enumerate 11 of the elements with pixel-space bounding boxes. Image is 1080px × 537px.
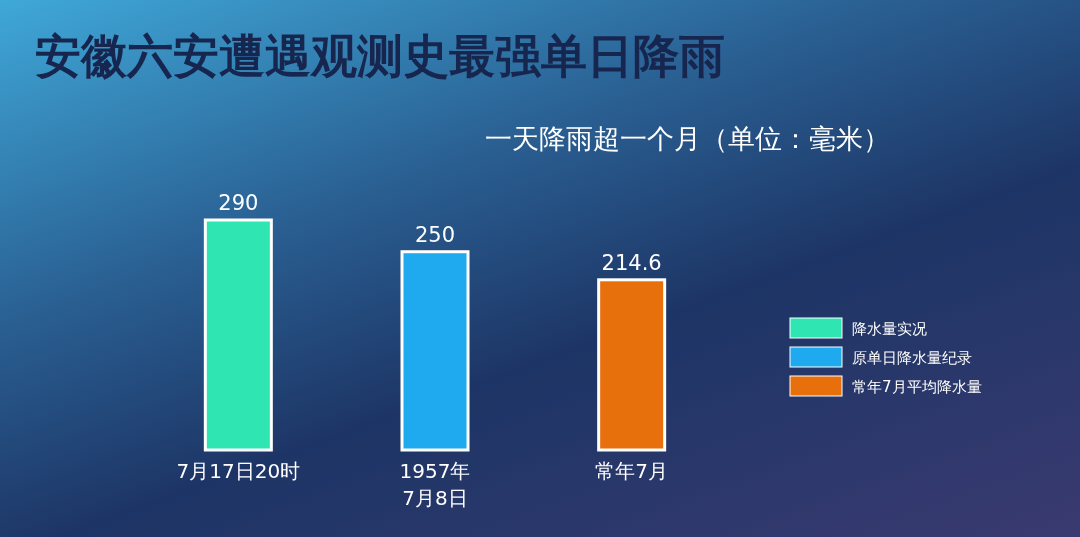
legend-label: 原单日降水量纪录 <box>852 349 972 367</box>
chart-title: 安徽六安遭遇观测史最强单日降雨 <box>35 29 725 83</box>
x-tick-label: 1957年 7月8日 <box>399 459 471 510</box>
data-label: 214.6 <box>601 250 662 275</box>
x-tick-label: 常年7月 <box>595 459 669 483</box>
legend-label: 常年7月平均降水量 <box>852 378 982 396</box>
legend-label: 降水量实况 <box>852 320 927 338</box>
chart-subtitle: 一天降雨超一个月（单位：毫米） <box>485 123 890 154</box>
data-label: 290 <box>218 191 259 215</box>
x-tick-label: 7月17日20时 <box>176 459 301 483</box>
data-label: 250 <box>414 222 456 247</box>
